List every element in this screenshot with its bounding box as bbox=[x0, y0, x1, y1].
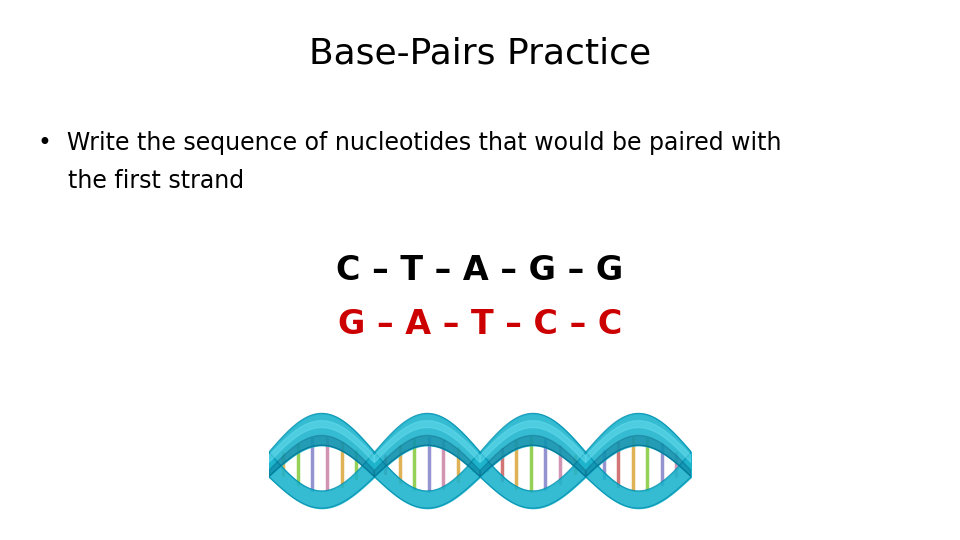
Text: the first strand: the first strand bbox=[38, 169, 245, 193]
Text: Base-Pairs Practice: Base-Pairs Practice bbox=[309, 37, 651, 71]
Text: •  Write the sequence of nucleotides that would be paired with: • Write the sequence of nucleotides that… bbox=[38, 131, 781, 155]
Text: C – T – A – G – G: C – T – A – G – G bbox=[336, 253, 624, 287]
Text: G – A – T – C – C: G – A – T – C – C bbox=[338, 307, 622, 341]
